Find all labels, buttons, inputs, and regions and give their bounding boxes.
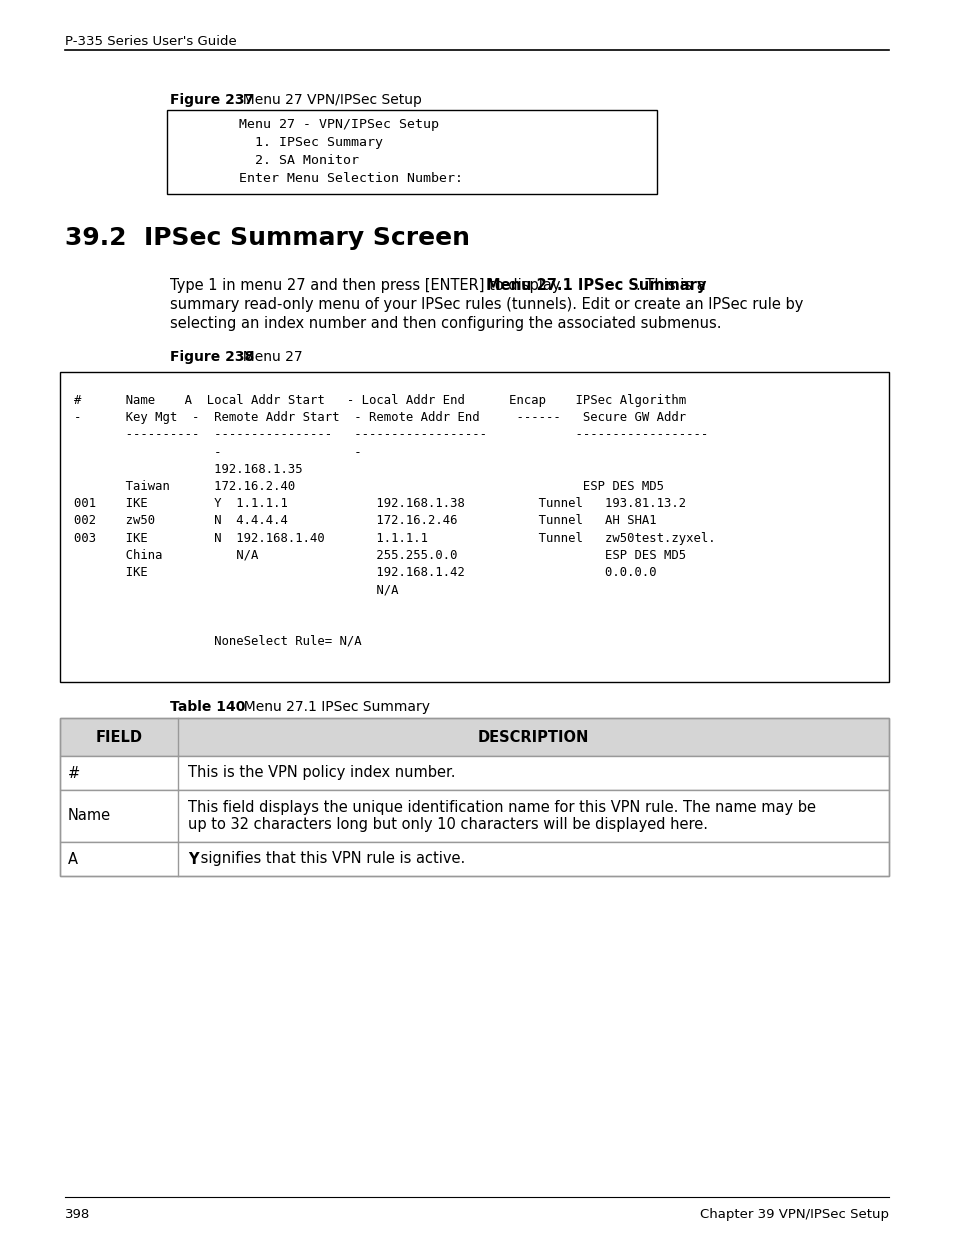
- Bar: [60, 718, 888, 756]
- Bar: [60, 790, 888, 842]
- Text: 003    IKE         N  192.168.1.40       1.1.1.1               Tunnel   zw50test: 003 IKE N 192.168.1.40 1.1.1.1 Tunnel zw…: [74, 531, 715, 545]
- Text: Menu 27 VPN/IPSec Setup: Menu 27 VPN/IPSec Setup: [233, 93, 421, 107]
- Text: 39.2  IPSec Summary Screen: 39.2 IPSec Summary Screen: [65, 226, 470, 249]
- Text: #      Name    A  Local Addr Start   - Local Addr End      Encap    IPSec Algori: # Name A Local Addr Start - Local Addr E…: [74, 394, 685, 408]
- Text: FIELD: FIELD: [95, 730, 142, 745]
- Text: 002    zw50        N  4.4.4.4            172.16.2.46           Tunnel   AH SHA1: 002 zw50 N 4.4.4.4 172.16.2.46 Tunnel AH…: [74, 515, 656, 527]
- Bar: [167, 110, 657, 194]
- Text: A: A: [68, 851, 78, 867]
- Text: up to 32 characters long but only 10 characters will be displayed here.: up to 32 characters long but only 10 cha…: [188, 818, 707, 832]
- Text: Chapter 39 VPN/IPSec Setup: Chapter 39 VPN/IPSec Setup: [700, 1208, 888, 1221]
- Text: Menu 27.1 IPSec Summary: Menu 27.1 IPSec Summary: [234, 700, 430, 714]
- Text: Y: Y: [188, 851, 198, 867]
- Text: summary read-only menu of your IPSec rules (tunnels). Edit or create an IPSec ru: summary read-only menu of your IPSec rul…: [170, 296, 802, 312]
- Text: Menu 27: Menu 27: [233, 350, 302, 364]
- Text: signifies that this VPN rule is active.: signifies that this VPN rule is active.: [195, 851, 465, 867]
- Bar: [60, 756, 888, 790]
- Text: Name: Name: [68, 809, 111, 824]
- Bar: [60, 842, 888, 876]
- Text: This is the VPN policy index number.: This is the VPN policy index number.: [188, 766, 455, 781]
- Text: Figure 237: Figure 237: [170, 93, 253, 107]
- Text: 001    IKE         Y  1.1.1.1            192.168.1.38          Tunnel   193.81.1: 001 IKE Y 1.1.1.1 192.168.1.38 Tunnel 19…: [74, 498, 685, 510]
- Bar: [60, 718, 888, 876]
- Text: selecting an index number and then configuring the associated submenus.: selecting an index number and then confi…: [170, 316, 720, 331]
- Text: China          N/A                255.255.0.0                    ESP DES MD5: China N/A 255.255.0.0 ESP DES MD5: [74, 548, 685, 562]
- Text: DESCRIPTION: DESCRIPTION: [477, 730, 589, 745]
- Text: N/A: N/A: [74, 583, 398, 597]
- Text: Type 1 in menu 27 and then press [ENTER] to display: Type 1 in menu 27 and then press [ENTER]…: [170, 278, 564, 293]
- Text: 192.168.1.35: 192.168.1.35: [74, 463, 302, 475]
- Text: Menu 27.1 IPSec Summary: Menu 27.1 IPSec Summary: [486, 278, 706, 293]
- Text: Figure 238: Figure 238: [170, 350, 254, 364]
- Bar: [60, 372, 888, 682]
- Text: NoneSelect Rule= N/A: NoneSelect Rule= N/A: [74, 635, 361, 648]
- Text: -      Key Mgt  -  Remote Addr Start  - Remote Addr End     ------   Secure GW A: - Key Mgt - Remote Addr Start - Remote A…: [74, 411, 685, 424]
- Text: 1. IPSec Summary: 1. IPSec Summary: [174, 136, 382, 149]
- Text: -                  -: - -: [74, 446, 361, 458]
- Text: Menu 27 - VPN/IPSec Setup: Menu 27 - VPN/IPSec Setup: [174, 119, 438, 131]
- Text: Enter Menu Selection Number:: Enter Menu Selection Number:: [174, 172, 462, 185]
- Text: IKE                               192.168.1.42                   0.0.0.0: IKE 192.168.1.42 0.0.0.0: [74, 566, 656, 579]
- Text: . This is a: . This is a: [635, 278, 704, 293]
- Text: #: #: [68, 766, 80, 781]
- Text: Table 140: Table 140: [170, 700, 245, 714]
- Text: Taiwan      172.16.2.40                                       ESP DES MD5: Taiwan 172.16.2.40 ESP DES MD5: [74, 480, 663, 493]
- Text: 2. SA Monitor: 2. SA Monitor: [174, 154, 358, 167]
- Text: P-335 Series User's Guide: P-335 Series User's Guide: [65, 35, 236, 48]
- Text: 398: 398: [65, 1208, 91, 1221]
- Text: This field displays the unique identification name for this VPN rule. The name m: This field displays the unique identific…: [188, 800, 815, 815]
- Text: ----------  ----------------   ------------------            ------------------: ---------- ---------------- ------------…: [74, 429, 707, 441]
